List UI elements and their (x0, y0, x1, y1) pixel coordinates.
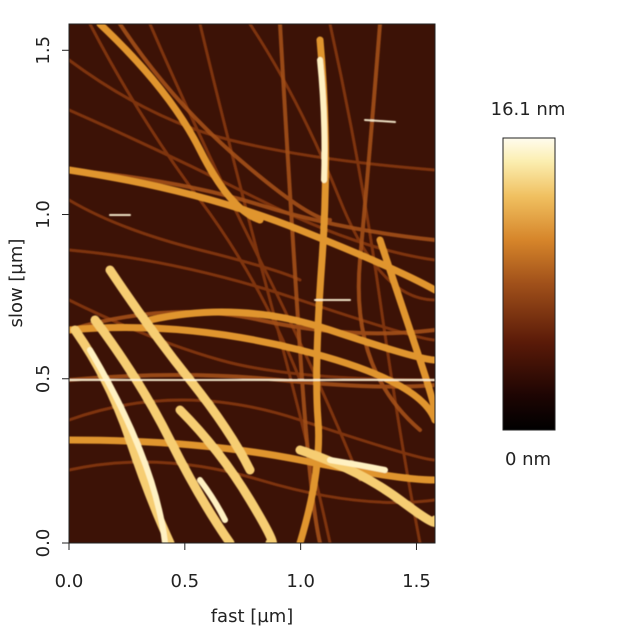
x-tick-label: 0.5 (171, 571, 200, 592)
x-axis-label: fast [µm] (211, 606, 294, 627)
colorbar-max-label: 16.1 nm (491, 99, 566, 120)
afm-height-image (69, 24, 436, 544)
x-tick-label: 0.0 (55, 571, 84, 592)
colorbar-min-label: 0 nm (505, 449, 551, 470)
y-tick-label: 0.5 (33, 364, 54, 393)
x-tick-label: 1.5 (402, 571, 431, 592)
x-tick-label: 1.0 (286, 571, 315, 592)
y-tick-label: 1.5 (33, 36, 54, 65)
y-axis: 0.0 0.5 1.0 1.5 (33, 36, 69, 557)
x-axis: 0.0 0.5 1.0 1.5 (55, 543, 431, 592)
colorbar-gradient (503, 138, 555, 430)
colorbar: 16.1 nm 0 nm (491, 99, 566, 470)
y-tick-label: 1.0 (33, 200, 54, 229)
y-tick-label: 0.0 (33, 529, 54, 558)
y-axis-label: slow [µm] (6, 239, 27, 328)
